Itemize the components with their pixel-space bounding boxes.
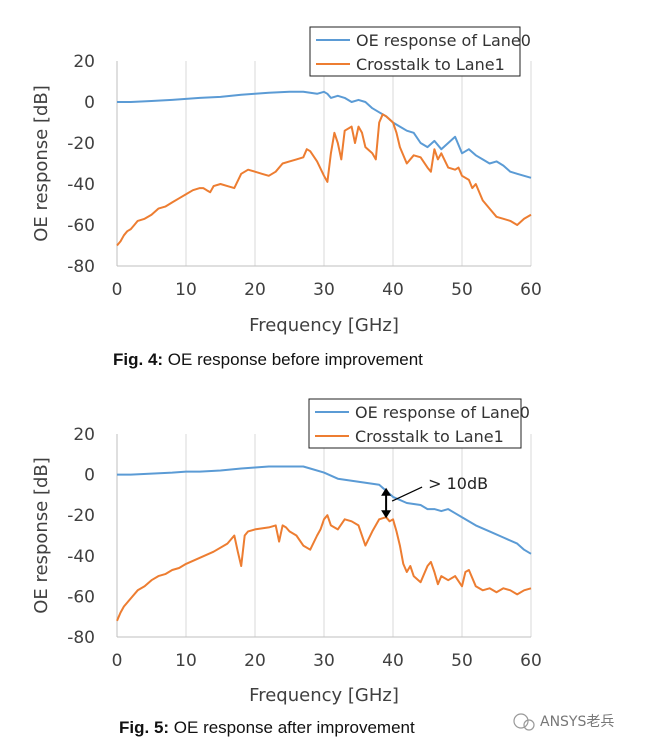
y-tick-label: 20 <box>73 52 95 72</box>
x-tick-label: 20 <box>244 280 266 300</box>
y-tick-label: -80 <box>67 628 95 648</box>
caption: Fig. 5: OE response after improvement <box>119 718 415 737</box>
x-tick-label: 60 <box>520 280 542 300</box>
series-lines <box>116 465 532 622</box>
grid-lines <box>116 434 532 638</box>
y-tick-label: -40 <box>67 175 95 195</box>
x-tick-label: 10 <box>175 280 197 300</box>
series-line-oe-response <box>117 90 532 179</box>
grid-lines <box>116 61 532 267</box>
annotation-arrowhead-up <box>381 487 392 496</box>
series-line-crosstalk <box>116 514 532 622</box>
x-tick-label: 0 <box>112 280 123 300</box>
y-tick-label: 0 <box>84 93 95 113</box>
annotation-arrowhead-down <box>381 510 392 519</box>
y-tick-label: -60 <box>67 216 95 236</box>
x-tick-label: 30 <box>313 651 335 671</box>
wechat-icon-bubble <box>523 719 535 731</box>
watermark-text: ANSYS老兵 <box>540 714 614 730</box>
y-axis-label: OE response [dB] <box>31 457 52 614</box>
caption-text: OE response before improvement <box>163 350 423 369</box>
legend: OE response of Lane0 Crosstalk to Lane1 <box>309 26 531 77</box>
legend-entry: Crosstalk to Lane1 <box>356 55 505 74</box>
chart-after-improvement: 0 10 20 30 40 50 60 20 0 -20 -40 -60 -80 > 10dB Freq… <box>31 398 542 737</box>
x-tick-label: 60 <box>520 651 542 671</box>
caption-text: OE response after improvement <box>169 718 415 737</box>
x-tick-label: 50 <box>451 280 473 300</box>
caption-label: Fig. 5: <box>119 718 169 737</box>
y-tick-label: -20 <box>67 506 95 526</box>
annotation-text: > 10dB <box>428 474 488 493</box>
x-tick-label: 40 <box>382 651 404 671</box>
series-lines <box>116 90 532 247</box>
wechat-icon <box>513 713 529 729</box>
x-tick-label: 40 <box>382 280 404 300</box>
tick-labels: 0 10 20 30 40 50 60 20 0 -20 -40 -60 -80 <box>67 425 542 671</box>
annotation-leader <box>391 486 423 502</box>
x-axis-label: Frequency [GHz] <box>249 685 399 706</box>
tick-labels: 0 10 20 30 40 50 60 20 0 -20 -40 -60 -80 <box>67 52 542 300</box>
caption-label: Fig. 4: <box>113 350 163 369</box>
y-axis-label: OE response [dB] <box>31 85 52 242</box>
x-tick-label: 30 <box>313 280 335 300</box>
x-tick-label: 0 <box>112 651 123 671</box>
legend-box <box>308 398 522 449</box>
legend: OE response of Lane0 Crosstalk to Lane1 <box>308 398 530 449</box>
y-tick-label: -60 <box>67 587 95 607</box>
y-tick-label: -40 <box>67 547 95 567</box>
legend-entry: Crosstalk to Lane1 <box>355 427 504 446</box>
legend-entry: OE response of Lane0 <box>355 403 530 422</box>
legend-entry: OE response of Lane0 <box>356 31 531 50</box>
caption: Fig. 4: OE response before improvement <box>113 350 423 369</box>
y-tick-label: -80 <box>67 257 95 277</box>
x-tick-label: 50 <box>451 651 473 671</box>
watermark: ANSYS老兵 <box>513 713 614 731</box>
y-tick-label: 20 <box>73 425 95 445</box>
legend-box <box>309 26 521 77</box>
series-line-crosstalk <box>116 113 532 247</box>
x-tick-label: 20 <box>244 651 266 671</box>
x-axis-label: Frequency [GHz] <box>249 315 399 336</box>
annotation: > 10dB <box>381 474 488 519</box>
y-tick-label: -20 <box>67 134 95 154</box>
chart-before-improvement: 0 10 20 30 40 50 60 20 0 -20 -40 -60 -80 Frequency [… <box>31 26 542 369</box>
series-line-oe-response <box>117 465 532 555</box>
y-tick-label: 0 <box>84 466 95 486</box>
x-tick-label: 10 <box>175 651 197 671</box>
